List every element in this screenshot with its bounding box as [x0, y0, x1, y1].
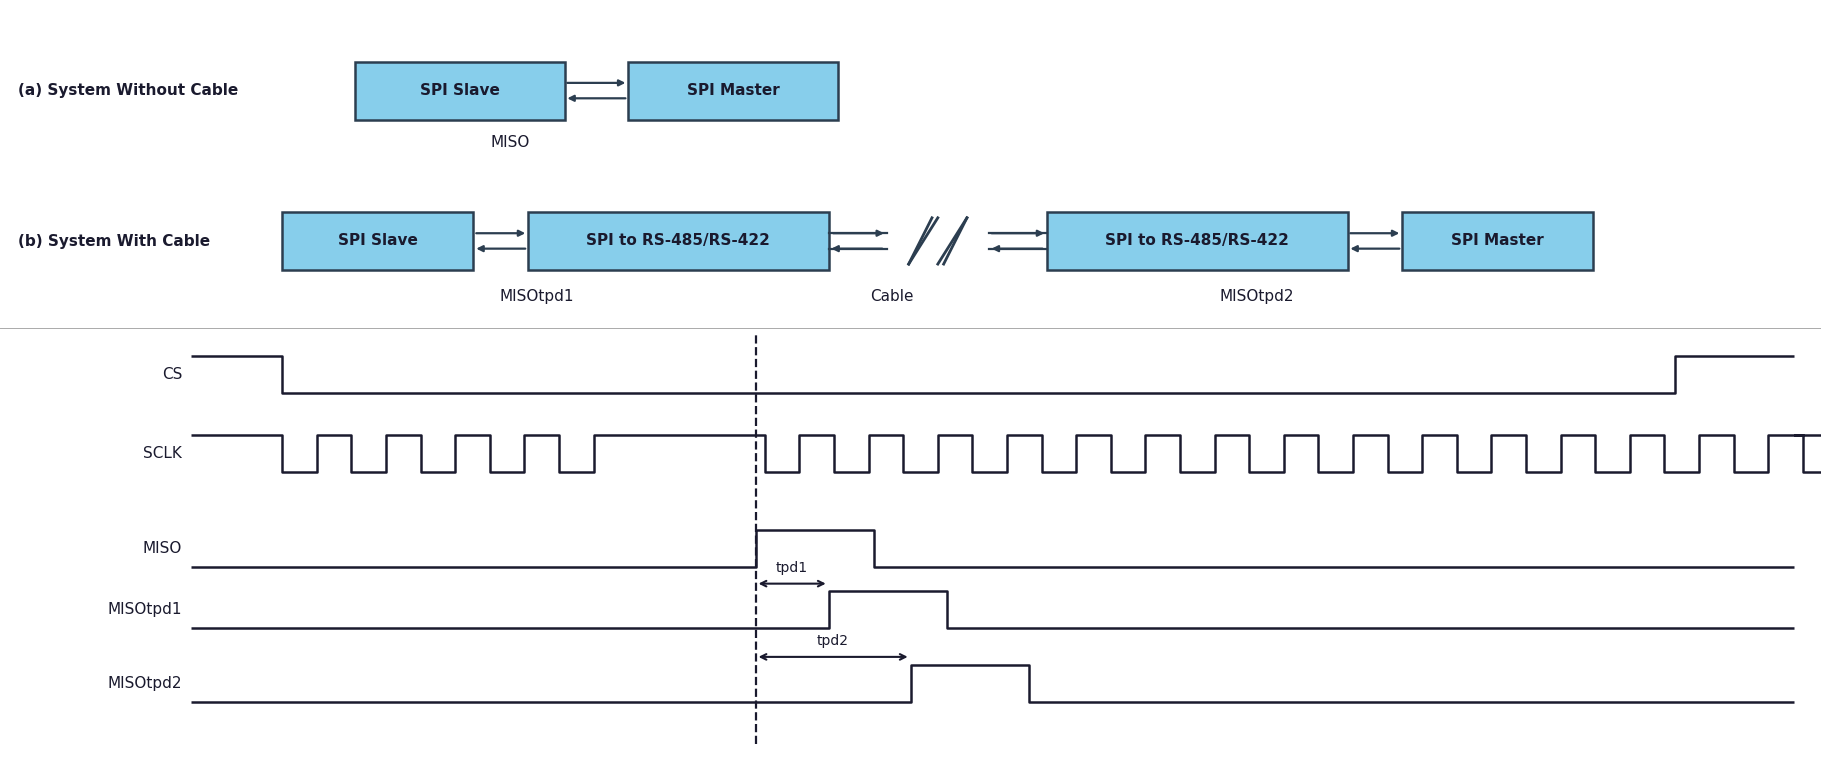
- FancyBboxPatch shape: [1047, 212, 1348, 270]
- Text: CS: CS: [162, 367, 182, 382]
- Text: MISOtpd1: MISOtpd1: [501, 289, 574, 305]
- Text: SCLK: SCLK: [144, 446, 182, 461]
- Text: SPI Master: SPI Master: [1451, 234, 1544, 248]
- FancyBboxPatch shape: [355, 62, 565, 120]
- Text: SPI Slave: SPI Slave: [339, 234, 417, 248]
- Text: tpd2: tpd2: [818, 635, 849, 648]
- Text: SPI Master: SPI Master: [687, 83, 779, 98]
- FancyBboxPatch shape: [628, 62, 838, 120]
- Text: MISOtpd2: MISOtpd2: [107, 675, 182, 691]
- Text: MISO: MISO: [490, 135, 530, 150]
- Text: (a) System Without Cable: (a) System Without Cable: [18, 83, 239, 99]
- Text: SPI Slave: SPI Slave: [421, 83, 499, 98]
- FancyBboxPatch shape: [528, 212, 829, 270]
- Text: SPI to RS-485/RS-422: SPI to RS-485/RS-422: [586, 234, 770, 248]
- Text: MISO: MISO: [142, 540, 182, 556]
- Text: tpd1: tpd1: [776, 561, 809, 575]
- FancyBboxPatch shape: [282, 212, 473, 270]
- Text: SPI to RS-485/RS-422: SPI to RS-485/RS-422: [1105, 234, 1289, 248]
- Text: MISOtpd1: MISOtpd1: [107, 602, 182, 618]
- Text: Cable: Cable: [870, 289, 914, 305]
- Polygon shape: [909, 218, 967, 264]
- FancyBboxPatch shape: [1402, 212, 1593, 270]
- Text: (b) System With Cable: (b) System With Cable: [18, 234, 211, 249]
- Text: MISOtpd2: MISOtpd2: [1220, 289, 1293, 305]
